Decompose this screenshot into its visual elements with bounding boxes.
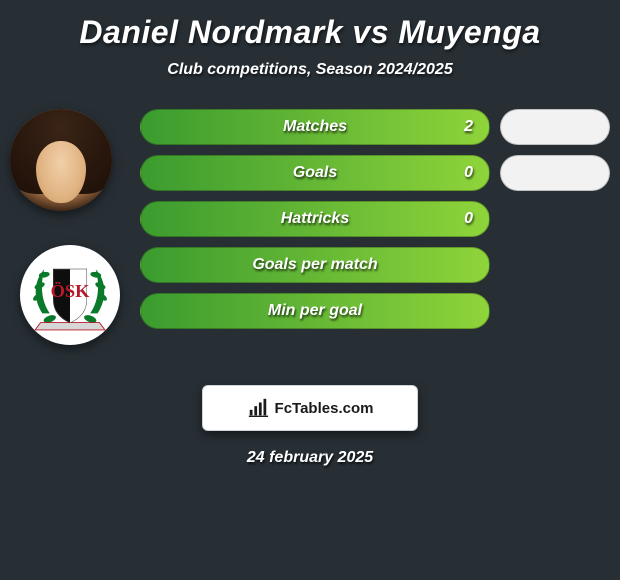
- stat-label: Goals per match: [252, 256, 377, 274]
- player-avatar: [10, 109, 112, 211]
- stat-label: Min per goal: [268, 302, 362, 320]
- stat-label: Goals: [293, 164, 337, 182]
- brand-badge: FcTables.com: [202, 385, 418, 431]
- stat-label: Hattricks: [281, 210, 349, 228]
- left-stat-bars: Matches 2 Goals 0 Hattricks 0 Goals per match M…: [140, 109, 490, 339]
- subtitle: Club competitions, Season 2024/2025: [10, 61, 610, 79]
- stat-bar-left: Hattricks 0: [140, 201, 490, 237]
- page-title: Daniel Nordmark vs Muyenga: [10, 14, 610, 51]
- stat-value-left: 0: [464, 210, 473, 228]
- bar-chart-icon: [247, 397, 269, 419]
- stat-value-left: 2: [464, 118, 473, 136]
- stats-area: ÖSK Matches 2 Goals 0 Hattricks 0 Goals per ma…: [10, 109, 610, 369]
- stat-bar-left: Goals per match: [140, 247, 490, 283]
- brand-name: FcTables.com: [275, 400, 374, 417]
- stat-bar-left: Goals 0: [140, 155, 490, 191]
- stat-bar-right: [500, 109, 610, 145]
- date-label: 24 february 2025: [10, 449, 610, 467]
- stat-bar-left: Min per goal: [140, 293, 490, 329]
- stat-bar-right: [500, 155, 610, 191]
- stat-value-left: 0: [464, 164, 473, 182]
- stat-bar-left: Matches 2: [140, 109, 490, 145]
- right-stat-bars: [500, 109, 610, 339]
- svg-text:ÖSK: ÖSK: [51, 281, 91, 301]
- stat-label: Matches: [283, 118, 347, 136]
- club-crest: ÖSK: [20, 245, 120, 345]
